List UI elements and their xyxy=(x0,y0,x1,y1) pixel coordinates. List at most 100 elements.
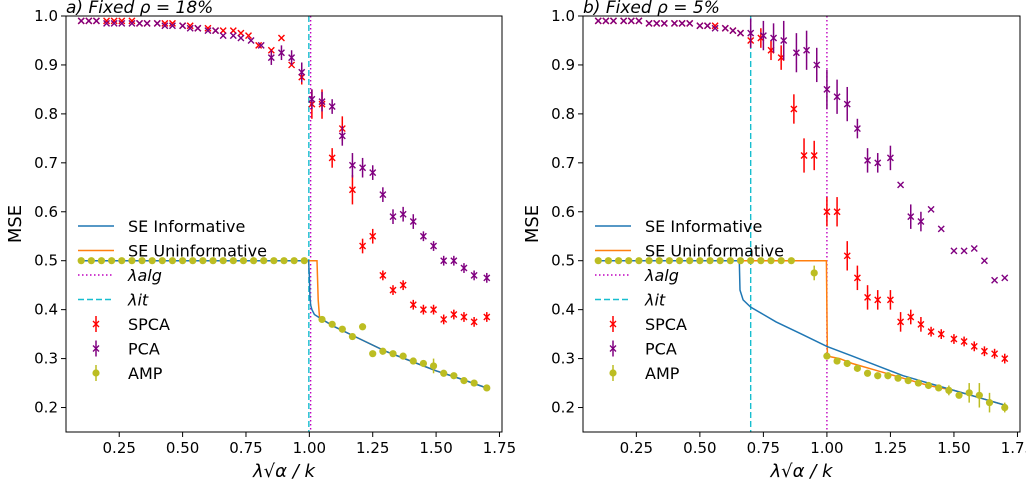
legend-marker xyxy=(92,345,100,352)
y-tick-label: 0.3 xyxy=(551,350,575,368)
point-spca xyxy=(204,24,212,32)
point-pca xyxy=(247,36,255,44)
point-amp xyxy=(884,372,892,380)
point-amp xyxy=(874,372,882,380)
point-amp xyxy=(736,257,745,265)
point-amp xyxy=(239,257,248,265)
legend-item-se-informative: SE Informative xyxy=(78,217,245,236)
point-pca xyxy=(711,24,719,32)
series-amp xyxy=(77,257,491,392)
x-tick-label: 1.00 xyxy=(810,439,843,457)
point-amp xyxy=(128,257,136,265)
legend-item-alg: λalg xyxy=(595,266,679,285)
x-tick-label: 1.75 xyxy=(483,439,516,457)
point-pca xyxy=(369,169,377,177)
point-pca xyxy=(823,85,831,93)
point-pca xyxy=(917,218,925,226)
x-tick-label: 1.25 xyxy=(874,439,907,457)
point-amp xyxy=(168,257,177,265)
point-pca xyxy=(991,276,999,284)
point-amp xyxy=(300,257,308,265)
legend-item-amp: AMP xyxy=(92,364,163,383)
y-tick-label: 0.8 xyxy=(34,105,58,123)
point-amp xyxy=(985,399,994,407)
y-axis-label: MSE xyxy=(522,205,543,243)
point-amp xyxy=(675,257,684,265)
point-amp xyxy=(219,257,227,265)
panel-title: b) Fixed ρ = 5% xyxy=(583,0,720,18)
point-pca xyxy=(288,54,296,62)
point-amp xyxy=(389,350,397,358)
x-tick-label: 1.75 xyxy=(1001,439,1026,457)
legend-label: λalg xyxy=(127,266,162,285)
point-amp xyxy=(483,384,491,392)
point-spca xyxy=(790,105,798,113)
chart-panel-1: 0.25 0.50 0.75 1.00 1.25 1.50 1.75 0.2 0.3 0.4 0.5… xyxy=(5,0,516,482)
point-pca xyxy=(645,19,653,27)
point-spca xyxy=(991,350,999,358)
point-amp xyxy=(209,257,217,265)
point-amp xyxy=(429,362,438,370)
point-pca xyxy=(907,213,915,221)
point-amp xyxy=(270,257,278,265)
point-amp xyxy=(706,257,714,265)
x-tick-label: 1.25 xyxy=(356,439,389,457)
legend-item-alg: λalg xyxy=(78,266,162,285)
point-amp xyxy=(787,257,795,265)
legend-item-se-informative: SE Informative xyxy=(595,217,762,236)
point-amp xyxy=(87,257,95,265)
point-spca xyxy=(369,232,377,240)
point-amp xyxy=(440,369,448,377)
point-spca xyxy=(186,22,194,30)
point-amp xyxy=(399,352,407,360)
point-pca xyxy=(379,191,387,199)
point-spca xyxy=(907,313,915,321)
point-spca xyxy=(118,17,126,25)
legend-label: SE Informative xyxy=(128,217,245,236)
point-spca xyxy=(810,151,818,159)
point-spca xyxy=(711,22,719,30)
series-pca xyxy=(594,17,1009,284)
point-pca xyxy=(678,19,686,27)
point-amp xyxy=(338,325,346,333)
point-spca xyxy=(1001,355,1009,363)
point-spca xyxy=(864,293,872,301)
legend-item-it: λit xyxy=(78,291,149,310)
point-pca xyxy=(348,161,356,169)
point-pca xyxy=(747,29,755,37)
point-pca xyxy=(204,27,212,35)
point-pca xyxy=(627,17,635,25)
point-amp xyxy=(924,381,933,390)
point-amp xyxy=(767,257,775,265)
point-amp xyxy=(470,379,478,387)
point-pca xyxy=(298,68,306,76)
point-pca xyxy=(277,49,285,57)
point-pca xyxy=(136,19,144,27)
point-amp xyxy=(935,384,943,392)
y-tick-label: 1.0 xyxy=(551,7,575,25)
point-pca xyxy=(128,19,136,27)
point-pca xyxy=(338,132,346,140)
point-spca xyxy=(389,286,397,294)
x-tick-label: 0.50 xyxy=(166,439,199,457)
point-amp xyxy=(726,257,734,265)
y-tick-label: 0.7 xyxy=(34,154,58,172)
point-amp xyxy=(348,332,357,341)
point-amp xyxy=(419,359,428,368)
point-amp xyxy=(635,257,643,265)
point-pca xyxy=(602,17,610,25)
y-tick-label: 0.7 xyxy=(551,154,575,172)
point-spca xyxy=(927,328,935,336)
point-pca xyxy=(737,29,745,37)
legend-label: SE Informative xyxy=(645,217,762,236)
legend-label: SE Uninformative xyxy=(128,242,267,261)
legend-marker xyxy=(609,369,617,377)
point-pca xyxy=(194,24,202,32)
legend-label: PCA xyxy=(128,340,160,359)
point-spca xyxy=(110,17,118,25)
x-tick-label: 0.25 xyxy=(103,439,136,457)
point-spca xyxy=(897,318,905,326)
point-spca xyxy=(161,19,169,27)
point-pca xyxy=(843,100,851,108)
point-amp xyxy=(655,257,663,265)
